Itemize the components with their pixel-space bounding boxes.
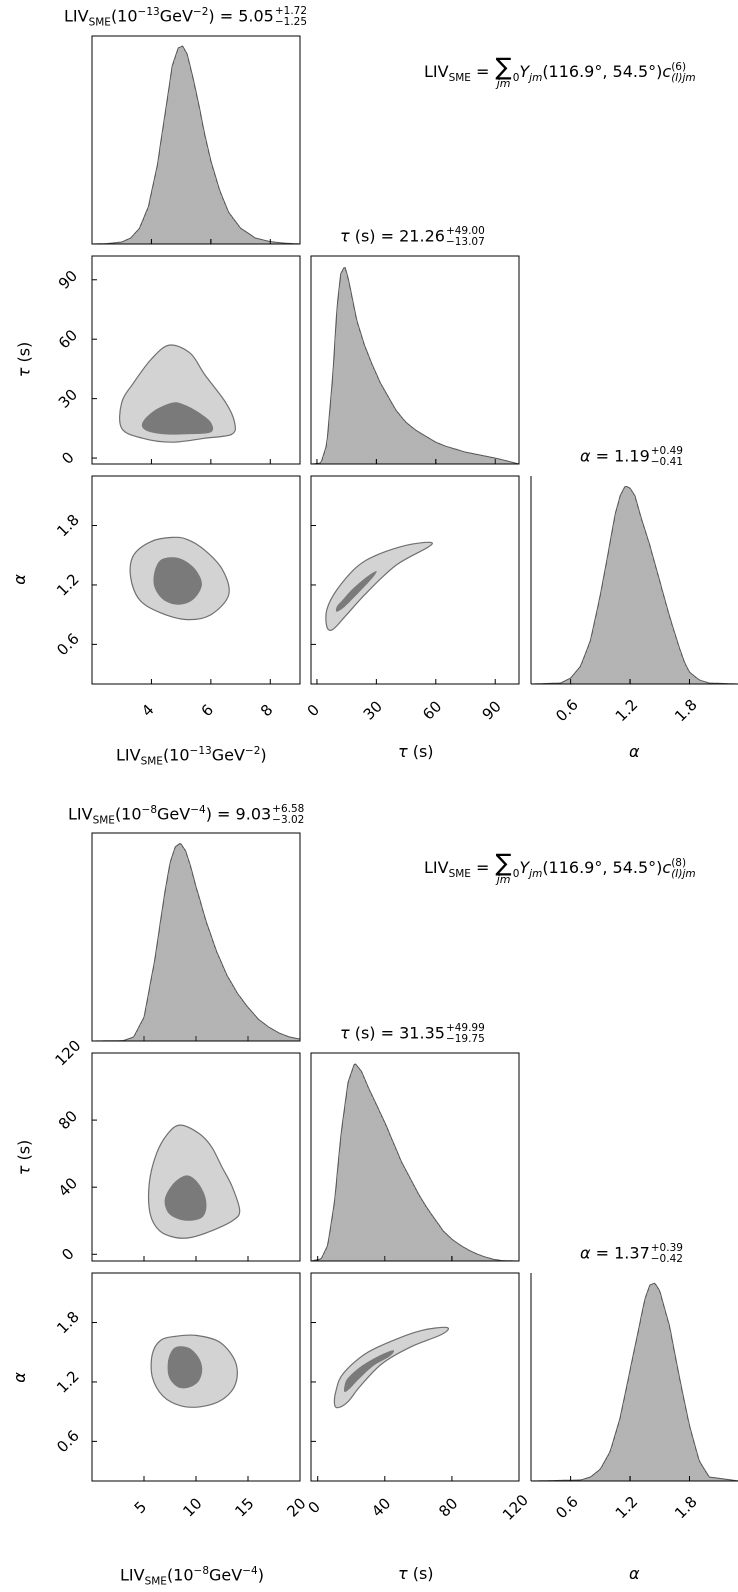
contour-panel-liv_alpha	[91, 1272, 301, 1482]
x-tick-label-tau: 120	[499, 1491, 532, 1524]
hist-panel-liv	[91, 35, 301, 245]
equation-1: LIVSME = ∑ jm 0Yjm(116.9°, 54.5°)c (6) (I)jm	[424, 53, 696, 90]
liv-title-1: LIVSME(10−13GeV−2) = 5.05 +1.72 −1.25	[64, 5, 308, 29]
alpha-ylabel-1: α	[9, 574, 29, 585]
y-tick-label-tau: 120	[52, 1037, 85, 1070]
hist-outline-liv	[92, 843, 301, 1042]
x-tick-label-tau: 0	[304, 701, 323, 720]
tau-title-2: τ (s) = 31.35 +49.99 −19.75	[340, 1022, 485, 1045]
corner-plot-2: 5 10 15 200 40 80 120 0.6 1.2 1.8040801200.61.21.…	[52, 832, 738, 1524]
equation-2: LIVSME = ∑ jm 0Yjm(116.9°, 54.5°)c (8) (I)jm	[424, 849, 696, 886]
tau-xlabel-2: τ (s)	[398, 1564, 434, 1583]
tau-ylabel-2: τ (s)	[14, 1139, 34, 1176]
alpha-xlabel-1: α	[629, 742, 640, 761]
contour-panel-liv_tau	[91, 255, 301, 465]
hist-panel-liv	[91, 832, 301, 1042]
hist-outline-liv	[92, 45, 301, 245]
y-tick-label-alpha: 0.6	[53, 1427, 83, 1457]
axes-frame	[91, 475, 301, 685]
alpha-ylabel-2: α	[9, 1372, 29, 1383]
hist-panel-alpha	[530, 476, 738, 685]
x-tick-label-liv: 20	[283, 1494, 309, 1520]
contour-inner	[141, 402, 214, 435]
y-tick-label-tau: 0	[58, 1245, 77, 1264]
x-tick-label-tau: 40	[368, 1494, 394, 1520]
y-tick-label-tau: 30	[55, 386, 81, 412]
x-tick-label-tau: 30	[360, 697, 386, 723]
axes-frame	[91, 35, 301, 245]
liv-title-2: LIVSME(10−8GeV−4) = 9.03 +6.58 −3.02	[68, 803, 305, 827]
x-tick-label-alpha: 1.2	[612, 696, 642, 726]
hist-panel-tau	[310, 1052, 520, 1262]
alpha-title-2: α = 1.37 +0.39 −0.42	[580, 1242, 683, 1265]
axes-frame	[310, 255, 520, 465]
corner-plot-1: 4 6 8 0 30 60 90 0.6 1.2 1.8 0 30 60 90 0.6 1.2 1.8	[53, 35, 738, 726]
contour-outer	[333, 1326, 449, 1409]
tau-title-1: τ (s) = 21.26 +49.00 −13.07	[340, 225, 485, 248]
x-tick-label-liv: 6	[198, 701, 217, 720]
contour-inner	[335, 571, 377, 612]
y-tick-label-tau: 60	[55, 326, 81, 352]
x-tick-label-alpha: 1.2	[612, 1493, 642, 1523]
axes-frame	[310, 1272, 520, 1482]
tau-ylabel-1: τ (s)	[14, 341, 34, 378]
axes-frame	[310, 1052, 520, 1262]
liv-xlabel-1: LIVSME(10−13GeV−2)	[116, 745, 267, 768]
y-tick-label-tau: 0	[58, 448, 77, 467]
contour-panel-liv_alpha	[91, 475, 301, 685]
y-tick-label-tau: 90	[55, 267, 81, 293]
contour-inner	[344, 1350, 394, 1392]
hist-outline-alpha	[531, 485, 738, 685]
hist-outline-tau	[310, 267, 520, 465]
y-tick-label-alpha: 1.2	[53, 570, 83, 600]
contour-panel-tau_alpha	[310, 1272, 520, 1482]
x-tick-label-tau: 0	[304, 1498, 323, 1517]
y-tick-label-alpha: 1.8	[53, 511, 83, 541]
y-tick-label-tau: 80	[55, 1107, 81, 1133]
alpha-title-1: α = 1.19 +0.49 −0.41	[580, 445, 683, 468]
hist-outline-tau	[310, 1063, 519, 1262]
contour-inner	[153, 557, 202, 605]
tau-xlabel-1: τ (s)	[398, 742, 434, 761]
alpha-xlabel-2: α	[629, 1564, 640, 1583]
axes-frame	[91, 255, 301, 465]
contour-outer	[325, 541, 433, 631]
y-tick-label-alpha: 1.8	[53, 1308, 83, 1338]
x-tick-label-alpha: 1.8	[671, 1493, 701, 1523]
x-tick-label-tau: 60	[419, 697, 445, 723]
contour-inner	[164, 1175, 207, 1221]
hist-fill-alpha	[531, 486, 738, 684]
y-tick-label-alpha: 1.2	[53, 1367, 83, 1397]
hist-panel-alpha	[530, 1273, 738, 1482]
x-tick-label-alpha: 0.6	[552, 696, 582, 726]
x-tick-label-alpha: 0.6	[552, 1493, 582, 1523]
y-tick-label-tau: 40	[55, 1174, 81, 1200]
y-tick-label-alpha: 0.6	[53, 630, 83, 660]
axes-frame	[310, 475, 520, 685]
hist-outline-alpha	[531, 1282, 738, 1482]
contour-panel-tau_alpha	[310, 475, 520, 685]
x-tick-label-tau: 80	[435, 1494, 461, 1520]
x-tick-label-tau: 90	[479, 697, 505, 723]
x-tick-label-liv: 8	[257, 701, 276, 720]
contour-inner	[167, 1346, 203, 1389]
x-tick-label-liv: 15	[231, 1494, 257, 1520]
x-tick-label-alpha: 1.8	[671, 696, 701, 726]
liv-xlabel-2: LIVSME(10−8GeV−4)	[120, 1565, 264, 1588]
x-tick-label-liv: 10	[179, 1494, 205, 1520]
hist-panel-tau	[310, 255, 520, 465]
x-tick-label-liv: 4	[138, 701, 157, 720]
x-tick-label-liv: 5	[131, 1498, 150, 1517]
contour-panel-liv_tau	[91, 1052, 301, 1262]
hist-fill-alpha	[531, 1283, 738, 1481]
